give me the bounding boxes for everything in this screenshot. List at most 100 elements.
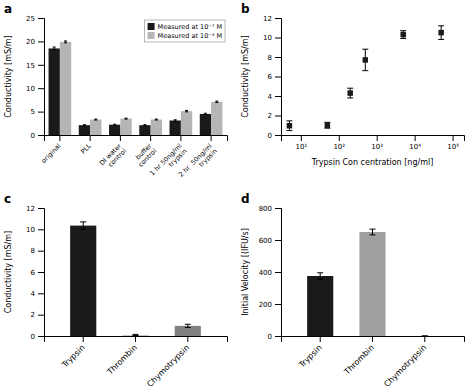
- y-axis-title: Conductivity [mS/m]: [4, 35, 13, 117]
- tick-mark: [275, 272, 281, 273]
- axis-line: [38, 209, 45, 337]
- tick-label: original: [40, 142, 63, 165]
- error-bar-cap: [185, 324, 191, 325]
- bar: [60, 42, 71, 135]
- tick-label-line: Chymotrypsin: [382, 343, 428, 386]
- error-bar: [94, 119, 97, 121]
- tick-label: 2 hr 50ng/mltrypsin: [177, 142, 219, 184]
- error-bar-cap: [83, 125, 86, 126]
- tick: 5: [31, 108, 44, 116]
- error-bar-stem: [186, 110, 187, 111]
- error-bar-cap: [204, 113, 207, 114]
- y-axis-title: Conductivity [mS/m]: [4, 231, 13, 313]
- error-bar-cap: [422, 336, 428, 337]
- tick: 2: [31, 311, 44, 319]
- tick-mark: [275, 18, 281, 19]
- tick-label: 800: [259, 205, 272, 213]
- tick: 4: [268, 93, 281, 101]
- error-bar: [125, 118, 128, 120]
- error-bar-cap: [204, 114, 207, 115]
- panel-title: d: [241, 192, 250, 206]
- tick-label: 8: [31, 247, 35, 255]
- tick-mark: [275, 208, 281, 209]
- tick: Trypsin: [60, 336, 87, 370]
- bar: [120, 119, 131, 135]
- series: [307, 229, 428, 336]
- series: [286, 26, 444, 131]
- tick-label: 10²: [333, 143, 345, 151]
- tick-mark: [453, 135, 454, 141]
- error-bar: [174, 120, 177, 121]
- tick-label: 20: [26, 38, 35, 46]
- tick-label: 600: [259, 237, 272, 245]
- figure: 0510152025originalPLLDI watercontrolbuff…: [0, 0, 474, 386]
- tick-label: Trypsin: [297, 343, 324, 370]
- error-bar: [370, 229, 376, 235]
- error-bar: [347, 88, 353, 98]
- axis-line: [282, 136, 465, 142]
- bar: [90, 120, 101, 135]
- tick: 10³: [371, 135, 383, 151]
- panel: 0200400600800TrypsinThrombinChymotrypsin…: [241, 192, 465, 386]
- bar: [139, 125, 150, 135]
- tick: PLL: [79, 135, 93, 156]
- tick: 800: [259, 205, 281, 213]
- tick-label: 0: [31, 333, 35, 341]
- error-bar-cap: [185, 110, 188, 111]
- error-bar-stem: [65, 41, 66, 43]
- tick-label: PLL: [79, 142, 93, 156]
- x-axis-title: Trypsin Con centration [ng/ml]: [311, 158, 434, 167]
- error-bar-cap: [185, 111, 188, 112]
- error-bar-cap: [317, 279, 323, 280]
- error-bar-stem: [83, 222, 84, 229]
- tick-mark: [38, 293, 44, 294]
- y-axis-title: Conductivity [mS/m]: [241, 35, 250, 117]
- error-bar: [400, 31, 406, 39]
- error-bar-cap: [400, 30, 406, 31]
- error-bar-cap: [53, 49, 56, 50]
- tick-label: 25: [26, 15, 35, 23]
- error-bar-cap: [347, 88, 353, 89]
- tick-label: 2: [268, 112, 272, 120]
- tick-mark: [424, 336, 425, 342]
- tick-label: 10³: [371, 143, 383, 151]
- bar: [307, 276, 333, 336]
- tick: 6: [31, 269, 44, 277]
- error-bar: [324, 122, 330, 128]
- tick: DI watercontrol: [98, 135, 128, 172]
- error-bar-cap: [215, 101, 218, 102]
- error-bar-cap: [64, 42, 67, 43]
- tick-label: 400: [259, 269, 272, 277]
- error-bar-cap: [400, 38, 406, 39]
- plot-area: [70, 222, 201, 336]
- tick-mark: [150, 135, 151, 141]
- error-bar-stem: [84, 124, 85, 126]
- error-bar: [83, 124, 86, 126]
- tick-mark: [275, 240, 281, 241]
- tick-label: 2: [31, 311, 35, 319]
- error-bar: [317, 273, 323, 279]
- error-bar: [143, 124, 146, 126]
- error-bar: [286, 121, 292, 131]
- error-bar-cap: [286, 130, 292, 131]
- bar: [109, 125, 120, 135]
- tick-label-line: Trypsin: [297, 343, 324, 370]
- tick-mark: [377, 135, 378, 141]
- tick-mark: [301, 135, 302, 141]
- tick-mark: [38, 18, 44, 19]
- tick-mark: [275, 96, 281, 97]
- error-bar-stem: [205, 113, 206, 114]
- bar: [122, 335, 148, 336]
- tick: 8: [31, 247, 44, 255]
- error-bar: [155, 119, 158, 121]
- tick-mark: [38, 135, 44, 136]
- tick-mark: [38, 272, 44, 273]
- tick-label: 10: [263, 34, 272, 42]
- series: [60, 41, 223, 135]
- tick: 0: [31, 333, 44, 341]
- tick-mark: [372, 336, 373, 342]
- error-bar-cap: [143, 124, 146, 125]
- bar: [151, 120, 162, 135]
- bar: [175, 326, 201, 336]
- tick-label: 200: [259, 301, 272, 309]
